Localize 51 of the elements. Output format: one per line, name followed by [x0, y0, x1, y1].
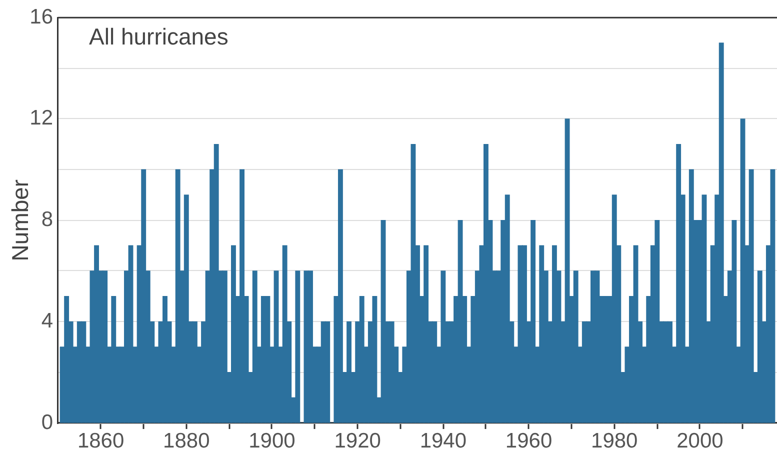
y-axis-title: Number: [7, 179, 34, 262]
bar: [504, 194, 510, 423]
bar: [184, 194, 189, 423]
bar: [539, 245, 544, 423]
bar: [346, 321, 352, 423]
bar: [325, 321, 330, 423]
bar: [564, 118, 570, 423]
x-tick-label: 2000: [676, 429, 724, 451]
bar: [676, 144, 682, 423]
bar: [111, 296, 116, 423]
bar: [192, 321, 198, 423]
y-tick-label: 8: [41, 208, 53, 232]
bar: [718, 42, 724, 423]
bar: [372, 296, 378, 423]
bar: [214, 144, 219, 423]
bar: [530, 220, 536, 423]
bar: [440, 270, 446, 423]
bar: [64, 296, 70, 423]
y-tick-label: 0: [41, 410, 53, 434]
bar: [732, 220, 737, 423]
bar: [94, 245, 99, 423]
bar: [654, 220, 660, 423]
bar: [308, 270, 313, 423]
bar: [432, 321, 438, 423]
bar: [141, 169, 146, 423]
bar: [552, 245, 557, 423]
x-tick-label: 1920: [334, 429, 381, 451]
bar: [518, 245, 523, 423]
x-tick-label: 1880: [163, 429, 210, 451]
bar: [252, 270, 258, 423]
bar: [222, 270, 228, 423]
y-tick-label: 16: [30, 5, 53, 28]
bar: [81, 321, 86, 423]
chart-title: All hurricanes: [89, 24, 228, 50]
x-tick-label: 1960: [505, 429, 552, 451]
bar: [770, 169, 776, 423]
bar: [668, 321, 672, 423]
bar: [424, 245, 429, 423]
x-tick-label: 1900: [248, 429, 296, 451]
x-tick-label: 1860: [77, 429, 124, 451]
x-tick-label: 1940: [420, 429, 467, 451]
bar: [282, 245, 288, 423]
bar: [102, 270, 108, 423]
y-tick-label: 12: [30, 106, 53, 130]
bar: [573, 270, 578, 423]
bar: [295, 270, 300, 423]
x-tick-label: 1980: [591, 429, 638, 451]
bar: [748, 169, 754, 423]
bar: [338, 169, 343, 423]
y-tick-label: 4: [41, 309, 54, 332]
bar: [265, 296, 270, 423]
